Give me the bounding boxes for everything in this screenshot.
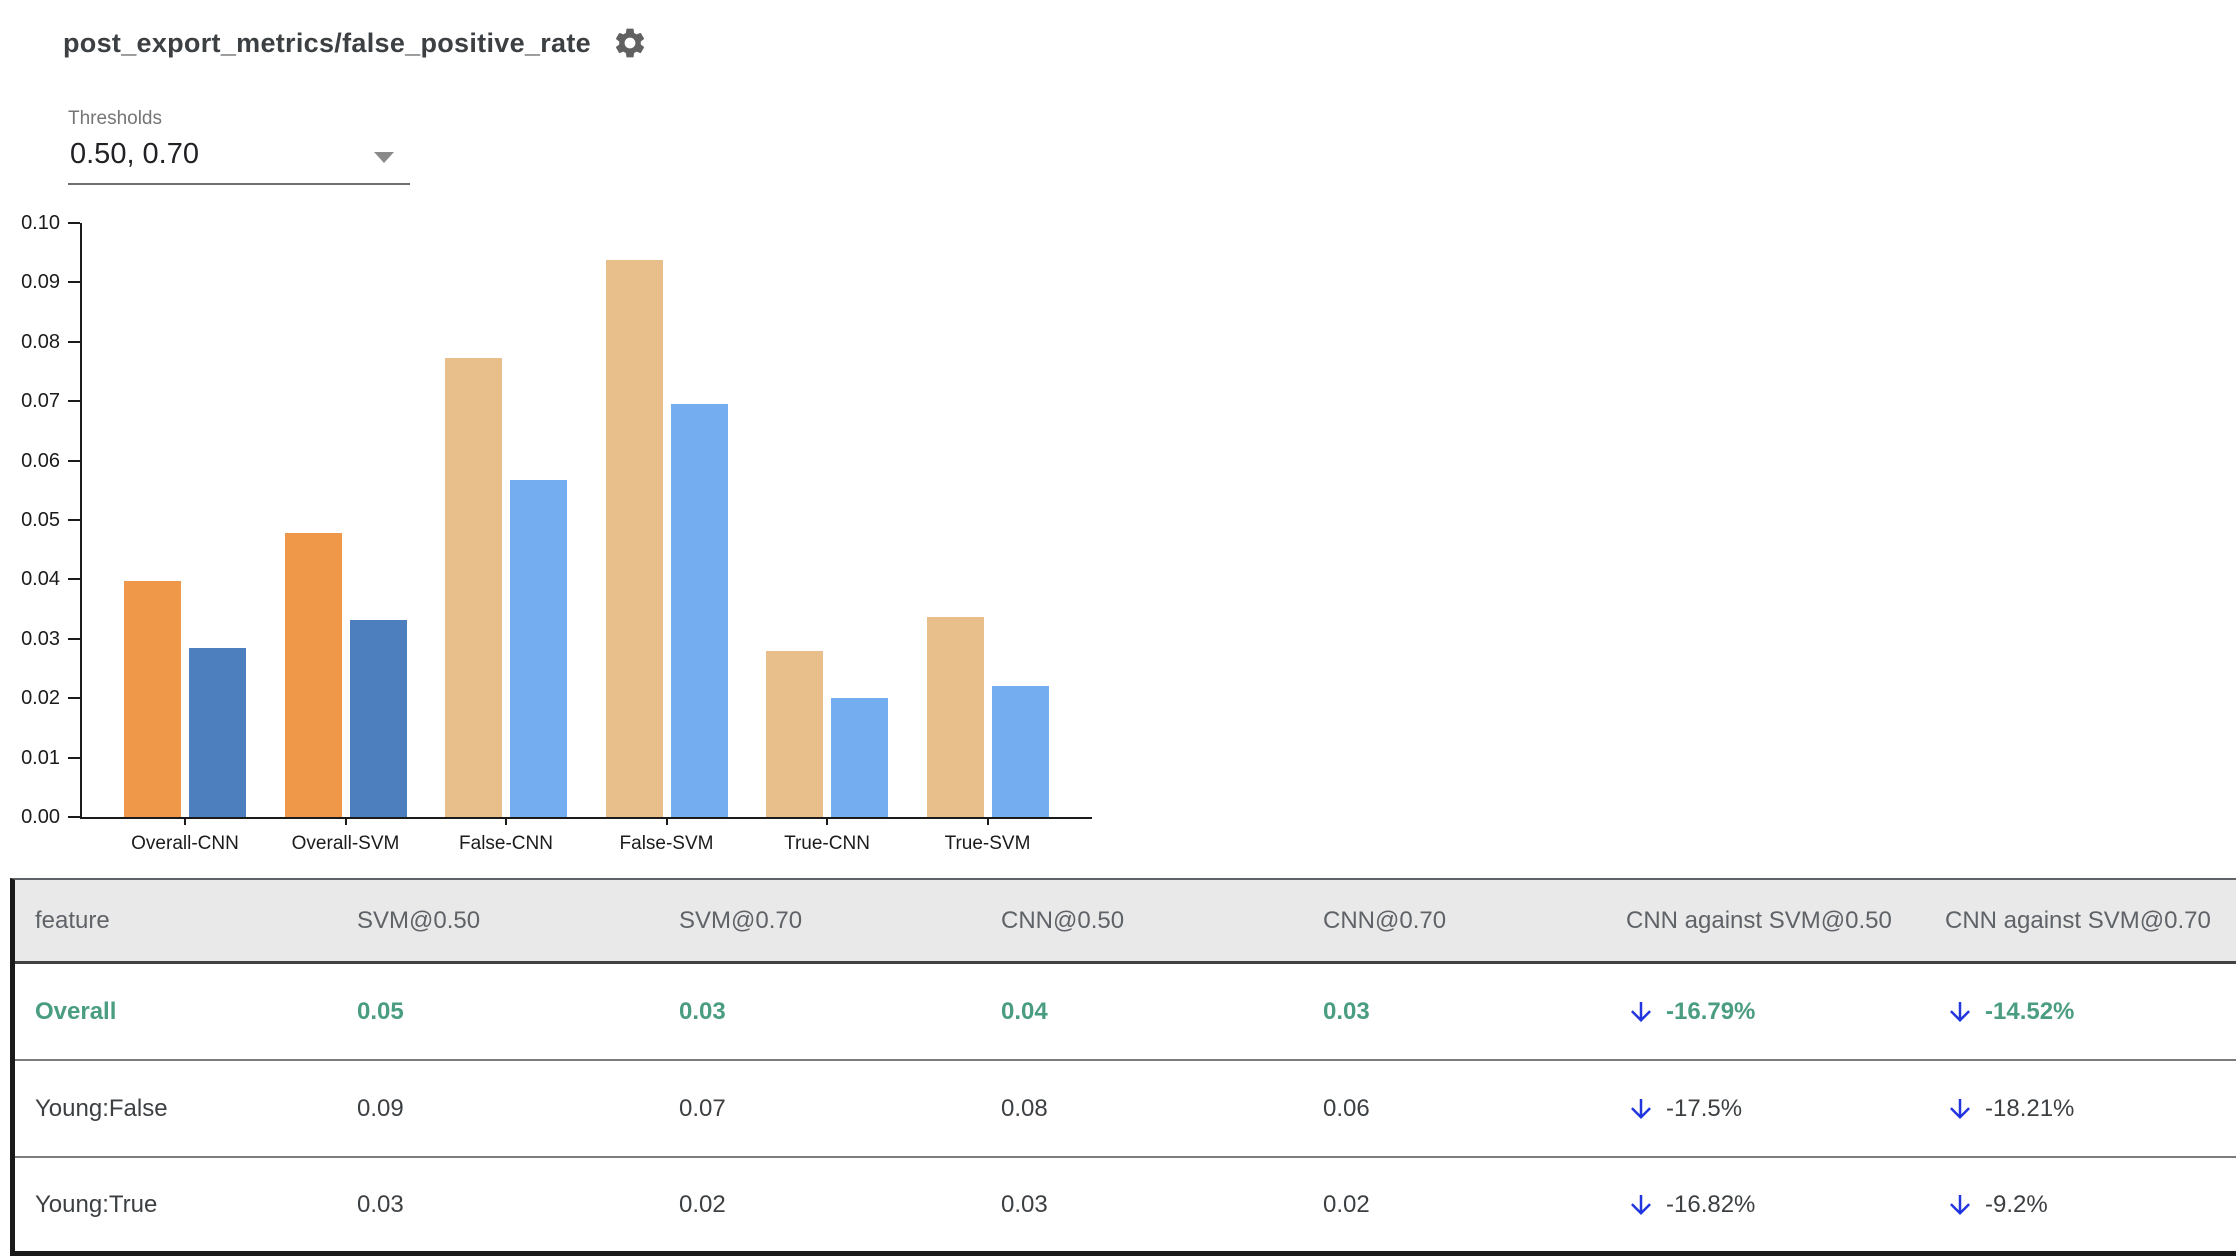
bar-false-cnn-0.50 bbox=[445, 357, 502, 817]
dropdown-caret-icon bbox=[374, 152, 394, 163]
y-axis-tick-label: 0.00 bbox=[21, 806, 60, 828]
y-axis-tick bbox=[68, 816, 80, 818]
x-axis-tick bbox=[665, 817, 668, 825]
y-axis-tick bbox=[68, 519, 80, 521]
metric-value-cell: 0.08 bbox=[1001, 1094, 1048, 1122]
false-positive-rate-bar-chart: 0.00 0.01 0.02 0.03 0.04 0.05 0.06 0.07 0.08 0.09… bbox=[21, 213, 1092, 854]
x-axis-label-true-cnn: True-CNN bbox=[784, 833, 870, 854]
y-axis-tick-label: 0.01 bbox=[21, 746, 60, 769]
x-axis-tick bbox=[184, 817, 186, 825]
arrow-down-icon bbox=[1945, 1190, 1975, 1220]
table-row-young-true[interactable]: Young:True 0.03 0.02 0.03 0.02 -16.82% -9.2% bbox=[15, 1158, 2236, 1251]
y-axis-tick bbox=[68, 400, 80, 403]
y-axis-tick-label: 0.10 bbox=[21, 212, 60, 234]
arrow-down-icon bbox=[1626, 1190, 1656, 1220]
bar-overall-svm-0.70 bbox=[349, 619, 407, 817]
y-axis-tick-label: 0.03 bbox=[21, 627, 60, 650]
x-axis-label-true-svm: True-SVM bbox=[944, 833, 1031, 854]
x-axis-label-overall-cnn: Overall-CNN bbox=[131, 833, 239, 854]
x-axis-label-false-cnn: False-CNN bbox=[459, 833, 553, 854]
table-header-cnn-0-70: CNN@0.70 bbox=[1323, 906, 1447, 934]
metric-value-cell: 0.02 bbox=[679, 1190, 726, 1218]
bar-true-svm-0.70 bbox=[991, 685, 1049, 817]
table-header-row: feature SVM@0.50 SVM@0.70 CNN@0.50 CNN@0.70 C… bbox=[15, 880, 2236, 964]
bar-false-cnn-0.70 bbox=[510, 479, 567, 817]
y-axis-tick-label: 0.04 bbox=[21, 568, 60, 591]
arrow-down-icon bbox=[1945, 1094, 1975, 1124]
y-axis-tick bbox=[68, 281, 80, 284]
y-axis-tick bbox=[68, 756, 80, 759]
delta-percent: -14.52% bbox=[1985, 997, 2075, 1025]
y-axis-tick bbox=[68, 578, 80, 581]
metric-value-cell: 0.03 bbox=[357, 1190, 404, 1218]
delta-percent: -17.5% bbox=[1666, 1094, 1743, 1122]
delta-cell: -16.79% bbox=[1626, 997, 1945, 1027]
bar-true-cnn-0.70 bbox=[831, 697, 888, 817]
table-header-cnn-against-svm-0-70: CNN against SVM@0.70 bbox=[1945, 906, 2211, 934]
settings-gear-icon[interactable] bbox=[611, 24, 649, 62]
table-row-overall[interactable]: Overall 0.05 0.03 0.04 0.03 -16.79% -14.52% bbox=[15, 964, 2236, 1061]
metrics-table: feature SVM@0.50 SVM@0.70 CNN@0.50 CNN@0.70 C… bbox=[10, 878, 2236, 1256]
x-axis-label-false-svm: False-SVM bbox=[619, 833, 714, 854]
bar-overall-cnn-0.70 bbox=[189, 648, 246, 817]
delta-cell: -14.52% bbox=[1945, 997, 2236, 1027]
bar-overall-svm-0.50 bbox=[284, 533, 342, 817]
delta-cell: -17.5% bbox=[1626, 1094, 1945, 1124]
table-row-young-false[interactable]: Young:False 0.09 0.07 0.08 0.06 -17.5% -18.21% bbox=[15, 1061, 2236, 1158]
table-header-svm-0-70: SVM@0.70 bbox=[679, 906, 803, 934]
x-axis-tick bbox=[505, 817, 507, 825]
arrow-down-icon bbox=[1626, 1094, 1656, 1124]
feature-cell: Overall bbox=[35, 997, 117, 1025]
thresholds-dropdown[interactable]: Thresholds 0.50, 0.70 bbox=[68, 108, 410, 185]
y-axis-tick-label: 0.02 bbox=[21, 687, 60, 710]
thresholds-label: Thresholds bbox=[68, 108, 162, 129]
feature-cell: Young:False bbox=[35, 1094, 168, 1122]
metric-value-cell: 0.03 bbox=[1001, 1190, 1048, 1218]
metric-value-cell: 0.03 bbox=[1323, 997, 1370, 1025]
metric-value-cell: 0.07 bbox=[679, 1094, 726, 1122]
table-header-cnn-against-svm-0-50: CNN against SVM@0.50 bbox=[1626, 906, 1892, 934]
bar-true-svm-0.50 bbox=[926, 616, 984, 817]
y-axis-tick-label: 0.08 bbox=[21, 330, 60, 353]
x-axis-tick bbox=[826, 817, 828, 825]
metric-value-cell: 0.06 bbox=[1323, 1094, 1370, 1122]
arrow-down-icon bbox=[1626, 997, 1656, 1027]
bar-overall-cnn-0.50 bbox=[124, 580, 181, 817]
bar-false-svm-0.70 bbox=[670, 404, 728, 817]
y-axis-tick-label: 0.06 bbox=[21, 449, 60, 472]
table-header-feature: feature bbox=[35, 906, 110, 934]
delta-cell: -18.21% bbox=[1945, 1094, 2236, 1124]
y-axis-tick bbox=[68, 697, 80, 700]
x-axis-tick bbox=[986, 817, 989, 825]
x-axis-label-overall-svm: Overall-SVM bbox=[291, 833, 400, 854]
y-axis-tick-label: 0.07 bbox=[21, 390, 60, 413]
bar-true-cnn-0.50 bbox=[766, 650, 823, 817]
delta-cell: -9.2% bbox=[1945, 1190, 2236, 1220]
metric-value-cell: 0.05 bbox=[357, 997, 404, 1025]
y-axis-tick bbox=[68, 459, 80, 462]
widget-header: post_export_metrics/false_positive_rate bbox=[63, 24, 649, 62]
delta-percent: -9.2% bbox=[1985, 1190, 2048, 1218]
y-axis-tick bbox=[68, 340, 80, 343]
metric-value-cell: 0.02 bbox=[1323, 1190, 1370, 1218]
bar-false-svm-0.50 bbox=[605, 260, 663, 817]
y-axis-tick bbox=[68, 222, 80, 224]
arrow-down-icon bbox=[1945, 997, 1975, 1027]
feature-cell: Young:True bbox=[35, 1190, 158, 1218]
delta-percent: -18.21% bbox=[1985, 1094, 2075, 1122]
delta-percent: -16.79% bbox=[1666, 997, 1756, 1025]
delta-percent: -16.82% bbox=[1666, 1190, 1756, 1218]
y-axis-tick bbox=[68, 637, 80, 640]
page-title: post_export_metrics/false_positive_rate bbox=[63, 27, 591, 58]
metric-value-cell: 0.09 bbox=[357, 1094, 404, 1122]
delta-cell: -16.82% bbox=[1626, 1190, 1945, 1220]
table-header-cnn-0-50: CNN@0.50 bbox=[1001, 906, 1125, 934]
table-header-svm-0-50: SVM@0.50 bbox=[357, 906, 481, 934]
y-axis-tick-label: 0.05 bbox=[21, 509, 60, 531]
x-axis-tick bbox=[344, 817, 347, 825]
metric-value-cell: 0.04 bbox=[1001, 997, 1048, 1025]
y-axis-tick-label: 0.09 bbox=[21, 271, 60, 294]
metric-value-cell: 0.03 bbox=[679, 997, 726, 1025]
thresholds-value: 0.50, 0.70 bbox=[70, 138, 199, 170]
